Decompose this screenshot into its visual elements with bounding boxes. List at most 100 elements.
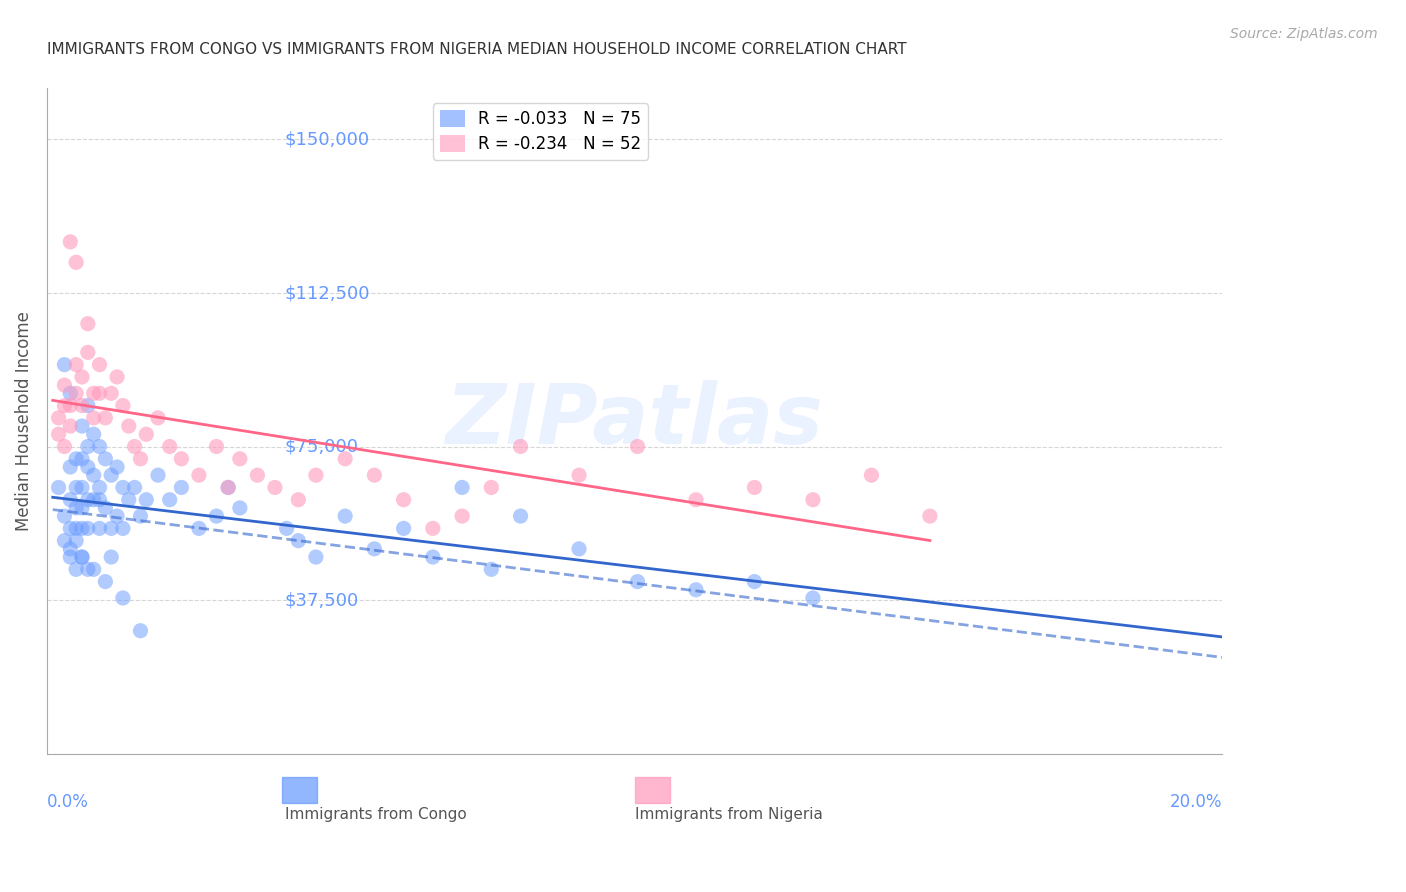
Immigrants from Congo [70, 549, 93, 564]
Immigrants from Congo [744, 574, 766, 589]
Immigrants from Congo [94, 500, 117, 515]
Text: $75,000: $75,000 [284, 437, 359, 456]
Immigrants from Nigeria [89, 386, 111, 401]
Immigrants from Nigeria [860, 468, 883, 483]
Immigrants from Congo [229, 500, 252, 515]
Immigrants from Nigeria [94, 410, 117, 425]
Immigrants from Congo [685, 582, 707, 597]
Immigrants from Congo [105, 460, 128, 475]
Immigrants from Nigeria [287, 492, 309, 507]
Immigrants from Congo [422, 549, 444, 564]
Immigrants from Congo [170, 480, 193, 494]
Text: $150,000: $150,000 [284, 130, 370, 148]
Immigrants from Congo [70, 500, 93, 515]
Immigrants from Congo [83, 492, 105, 507]
Text: $112,500: $112,500 [284, 284, 370, 302]
Immigrants from Congo [76, 399, 98, 413]
Immigrants from Congo [509, 509, 531, 524]
Immigrants from Congo [53, 533, 76, 548]
Immigrants from Congo [76, 562, 98, 576]
Immigrants from Nigeria [363, 468, 385, 483]
Immigrants from Congo [65, 562, 87, 576]
Immigrants from Congo [70, 549, 93, 564]
Immigrants from Congo [89, 492, 111, 507]
Immigrants from Congo [70, 521, 93, 535]
Immigrants from Nigeria [918, 509, 941, 524]
Immigrants from Congo [276, 521, 298, 535]
Immigrants from Congo [76, 521, 98, 535]
Immigrants from Nigeria [53, 378, 76, 392]
Immigrants from Congo [65, 533, 87, 548]
Immigrants from Nigeria [205, 440, 228, 454]
Immigrants from Congo [135, 492, 157, 507]
Immigrants from Nigeria [135, 427, 157, 442]
Immigrants from Nigeria [70, 399, 93, 413]
Immigrants from Congo [76, 440, 98, 454]
Immigrants from Congo [53, 358, 76, 372]
Immigrants from Nigeria [65, 255, 87, 269]
Immigrants from Congo [118, 492, 141, 507]
Immigrants from Nigeria [159, 440, 181, 454]
Text: Immigrants from Congo: Immigrants from Congo [285, 806, 467, 822]
Text: $37,500: $37,500 [284, 591, 359, 609]
Immigrants from Nigeria [246, 468, 269, 483]
Immigrants from Nigeria [76, 317, 98, 331]
Immigrants from Congo [305, 549, 328, 564]
Immigrants from Nigeria [264, 480, 287, 494]
Immigrants from Nigeria [422, 521, 444, 535]
Immigrants from Nigeria [65, 386, 87, 401]
Immigrants from Congo [100, 521, 122, 535]
Text: 0.0%: 0.0% [46, 794, 89, 812]
Immigrants from Nigeria [70, 370, 93, 384]
Immigrants from Nigeria [685, 492, 707, 507]
Immigrants from Congo [65, 500, 87, 515]
Immigrants from Nigeria [187, 468, 209, 483]
Immigrants from Congo [59, 460, 82, 475]
Immigrants from Congo [801, 591, 824, 605]
Immigrants from Nigeria [568, 468, 591, 483]
Immigrants from Nigeria [170, 451, 193, 466]
Immigrants from Congo [187, 521, 209, 535]
Immigrants from Congo [59, 521, 82, 535]
Immigrants from Congo [65, 451, 87, 466]
Immigrants from Congo [83, 468, 105, 483]
Immigrants from Congo [363, 541, 385, 556]
Immigrants from Nigeria [124, 440, 146, 454]
Immigrants from Congo [94, 574, 117, 589]
Immigrants from Congo [105, 509, 128, 524]
Legend: R = -0.033   N = 75, R = -0.234   N = 52: R = -0.033 N = 75, R = -0.234 N = 52 [433, 103, 648, 160]
Immigrants from Nigeria [105, 370, 128, 384]
Y-axis label: Median Household Income: Median Household Income [15, 311, 32, 531]
Immigrants from Congo [100, 468, 122, 483]
Immigrants from Congo [70, 419, 93, 434]
Immigrants from Nigeria [111, 399, 134, 413]
Immigrants from Nigeria [305, 468, 328, 483]
Immigrants from Nigeria [59, 419, 82, 434]
Immigrants from Nigeria [76, 345, 98, 359]
Immigrants from Congo [111, 521, 134, 535]
Immigrants from Congo [129, 624, 152, 638]
Bar [283, 777, 318, 804]
Immigrants from Congo [479, 562, 502, 576]
Immigrants from Nigeria [59, 235, 82, 249]
Immigrants from Congo [111, 591, 134, 605]
Immigrants from Nigeria [53, 440, 76, 454]
Immigrants from Nigeria [146, 410, 169, 425]
Immigrants from Congo [124, 480, 146, 494]
Immigrants from Nigeria [48, 427, 70, 442]
Immigrants from Nigeria [48, 410, 70, 425]
Bar [634, 777, 669, 804]
Immigrants from Congo [89, 440, 111, 454]
Immigrants from Nigeria [100, 386, 122, 401]
Immigrants from Congo [205, 509, 228, 524]
Immigrants from Congo [59, 386, 82, 401]
Immigrants from Congo [159, 492, 181, 507]
Immigrants from Nigeria [229, 451, 252, 466]
Immigrants from Congo [100, 549, 122, 564]
Immigrants from Nigeria [392, 492, 415, 507]
Immigrants from Congo [392, 521, 415, 535]
Immigrants from Congo [59, 492, 82, 507]
Text: Immigrants from Nigeria: Immigrants from Nigeria [634, 806, 823, 822]
Immigrants from Congo [76, 492, 98, 507]
Immigrants from Congo [83, 562, 105, 576]
